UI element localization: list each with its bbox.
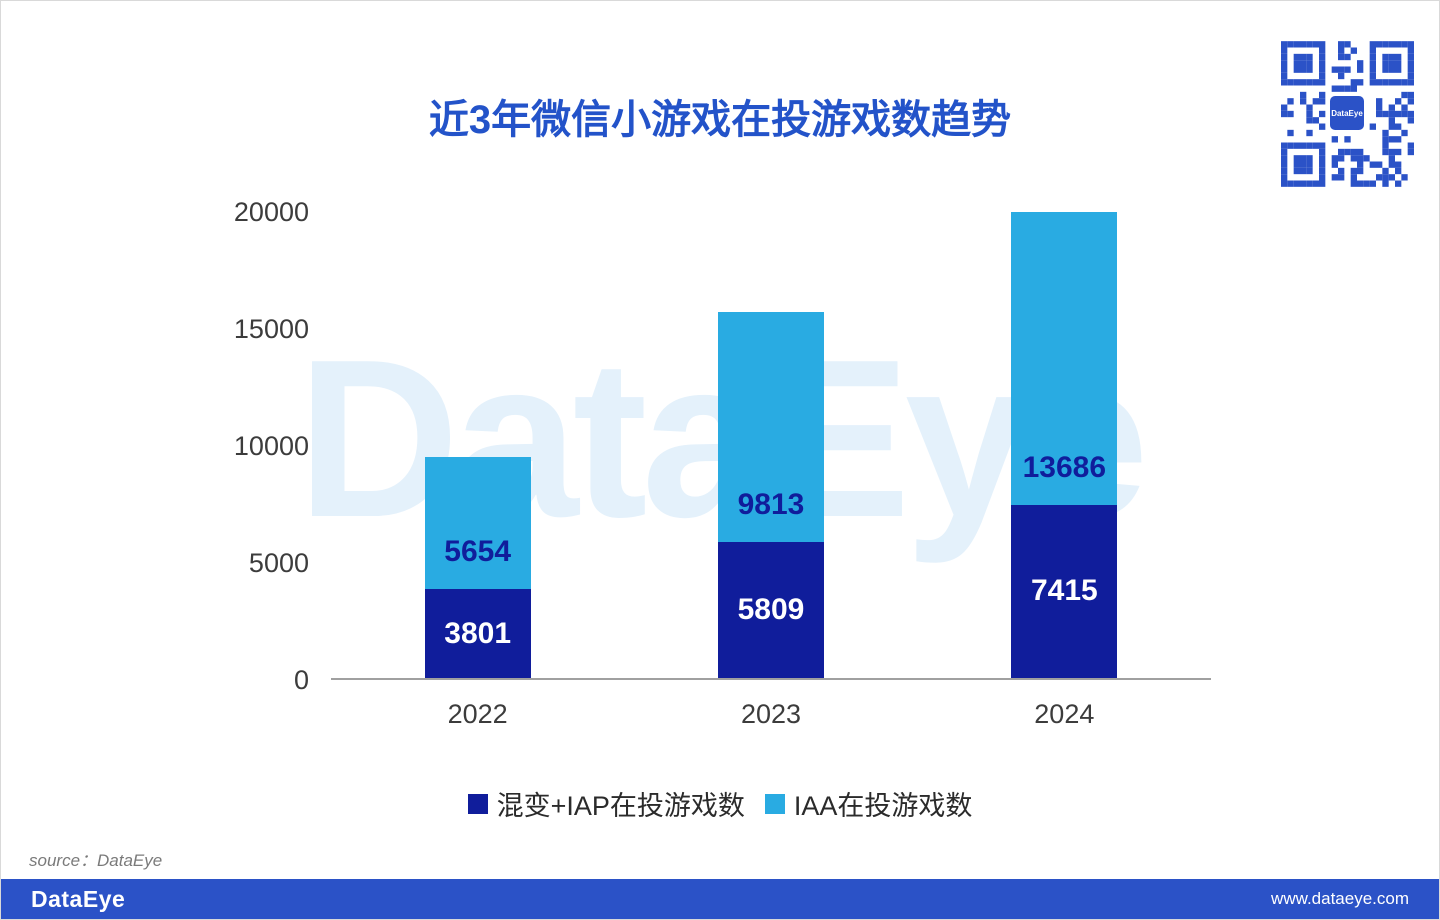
x-axis: 2022 2023 2024 (331, 699, 1211, 735)
bar-value-label: 5809 (737, 593, 805, 627)
legend-item: IAA在投游戏数 (764, 784, 973, 823)
x-axis-label: 2023 (740, 699, 802, 729)
footer-bar: DataEye www.dataeye.com (1, 879, 1439, 919)
bar-segment-iap: 5809 (718, 542, 824, 678)
y-axis-label: 20000 (233, 197, 309, 227)
plot-area: 3801 5654 5809 9813 7415 13686 (331, 212, 1211, 680)
legend-swatch (764, 793, 785, 814)
y-axis-label: 15000 (233, 314, 309, 344)
bar-value-label: 9813 (737, 488, 805, 522)
bar-value-label: 5654 (444, 535, 512, 569)
bar-segment-iaa: 13686 (1011, 212, 1118, 505)
bar-value-label: 7415 (1030, 574, 1098, 608)
legend: 混变+IAP在投游戏数 IAA在投游戏数 (1, 784, 1439, 823)
legend-label: 混变+IAP在投游戏数 (496, 791, 745, 821)
legend-item: 混变+IAP在投游戏数 (467, 784, 745, 823)
bar-segment-iaa: 5654 (424, 456, 531, 590)
footer-logo: DataEye (31, 885, 126, 912)
legend-label: IAA在投游戏数 (793, 791, 973, 821)
chart-title: 近3年微信小游戏在投游戏数趋势 (428, 98, 1012, 142)
qr-code-pattern (1281, 41, 1414, 187)
qr-code: DataEye (1281, 41, 1414, 187)
qr-logo: DataEye (1328, 94, 1366, 132)
bar-value-label: 3801 (444, 616, 512, 650)
bar-segment-iaa: 9813 (718, 312, 824, 543)
legend-swatch (467, 793, 488, 814)
footer-website: www.dataeye.com (1271, 889, 1409, 908)
bar-value-label: 13686 (1022, 450, 1107, 484)
source-note: source：DataEye (29, 851, 163, 870)
x-axis-label: 2022 (447, 699, 508, 729)
y-axis-label: 10000 (233, 431, 309, 461)
y-axis-label: 0 (293, 665, 309, 695)
x-axis-label: 2024 (1034, 699, 1095, 729)
bar-segment-iap: 7415 (1011, 504, 1118, 678)
y-axis-label: 5000 (248, 548, 309, 578)
bar-segment-iap: 3801 (424, 589, 531, 678)
y-axis: 0 5000 10000 15000 20000 (141, 197, 309, 695)
